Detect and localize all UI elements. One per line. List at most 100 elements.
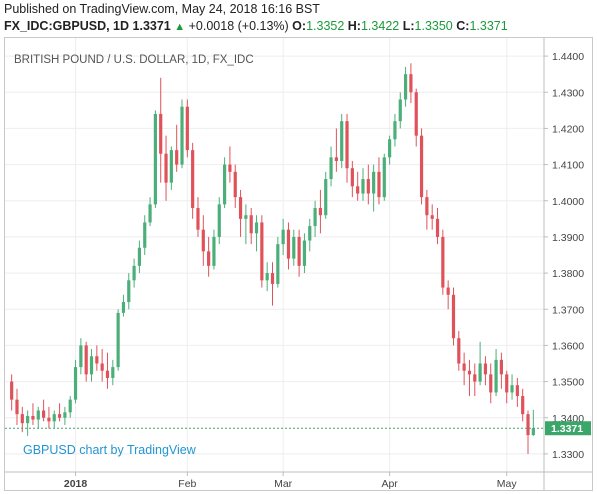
candle (388, 135, 392, 165)
watermark: GBPUSD chart by TradingView (23, 443, 197, 457)
time-axis[interactable]: 2018 Feb Mar Apr May (64, 472, 518, 490)
candle (26, 410, 30, 436)
candle-body (324, 179, 328, 216)
candle-body (489, 374, 493, 393)
candle (515, 377, 519, 407)
candle-body (217, 204, 221, 237)
y-tick-label: 1.3700 (552, 304, 584, 316)
candle-body (116, 312, 120, 368)
candle-body (435, 218, 440, 237)
candle (313, 200, 317, 237)
candle-body (73, 367, 78, 400)
candle (105, 352, 110, 389)
candle-body (121, 302, 126, 313)
candle-body (201, 229, 205, 252)
candle-body (169, 150, 173, 183)
candle-body (153, 113, 157, 205)
candle-body (244, 215, 248, 219)
candle-body (372, 171, 376, 194)
candle-body (84, 345, 88, 375)
price-chart[interactable]: 1.4400 1.4300 1.4200 1.4100 1.4000 1.3900 1.38… (5, 38, 592, 490)
candle (265, 262, 269, 292)
candle (441, 229, 445, 295)
candle (191, 142, 195, 219)
candle (419, 128, 424, 205)
candle-body (26, 415, 30, 424)
candle (10, 374, 14, 411)
candle (175, 124, 179, 172)
y-tick-label: 1.3600 (552, 340, 584, 352)
candle-body (334, 157, 338, 161)
candle (127, 273, 131, 310)
candle-body (63, 412, 67, 418)
y-tick-label: 1.4000 (552, 196, 584, 208)
candle (249, 207, 253, 245)
candle-body (89, 356, 94, 375)
candle-body (31, 415, 35, 420)
candle (121, 294, 126, 317)
candle-body (238, 197, 243, 219)
candle-body (137, 247, 142, 266)
open-value: 1.3352 (306, 19, 345, 33)
candle-body (388, 139, 392, 158)
candle (47, 406, 51, 429)
candle-body (292, 236, 296, 259)
candle (201, 215, 205, 266)
candle (270, 262, 275, 306)
candle (148, 197, 152, 227)
y-tick-label: 1.3300 (552, 449, 584, 461)
candle (398, 92, 402, 129)
candle (15, 388, 19, 425)
candle (340, 113, 344, 169)
candle-body (233, 171, 237, 198)
candle (79, 338, 83, 375)
candle-body (164, 153, 168, 183)
candle-body (20, 414, 24, 424)
candle-body (340, 121, 344, 161)
y-tick-label: 1.3800 (552, 268, 584, 280)
candle-body (446, 287, 450, 295)
candle (521, 388, 525, 422)
candle (116, 309, 120, 371)
candle (217, 197, 221, 245)
candle-body (457, 338, 461, 364)
candle-body (95, 356, 99, 364)
candle-body (419, 135, 424, 198)
candle (244, 204, 248, 245)
x-tick-label: Feb (178, 478, 196, 490)
candle (414, 88, 418, 147)
candle (196, 197, 200, 237)
candle-body (382, 157, 386, 198)
candle-body (345, 121, 349, 169)
candle (297, 229, 301, 277)
candle (483, 356, 488, 386)
candle (366, 164, 370, 205)
candle-body (499, 359, 503, 375)
candle-body (276, 244, 280, 284)
candle (233, 164, 237, 208)
candle (446, 280, 450, 310)
candle-body (68, 399, 72, 413)
candle-body (47, 417, 51, 422)
price-axis[interactable]: 1.4400 1.4300 1.4200 1.4100 1.4000 1.3900 1.38… (544, 51, 584, 461)
candle (63, 406, 67, 425)
high-label: H: (347, 19, 361, 33)
candle-body (462, 363, 466, 371)
candles (10, 63, 535, 454)
candle (435, 207, 440, 245)
candle-body (318, 207, 323, 216)
candle (467, 359, 472, 397)
candle-body (494, 359, 498, 393)
last-price-tag (545, 421, 591, 436)
candle-body (127, 280, 131, 303)
close-value: 1.3371 (469, 19, 508, 33)
candle (505, 370, 509, 404)
candle (238, 189, 243, 237)
chart-panel: 1.4400 1.4300 1.4200 1.4100 1.4000 1.3900 1.38… (4, 37, 593, 491)
candle (68, 396, 72, 418)
candle-body (286, 229, 291, 259)
candle-body (180, 106, 184, 165)
candle-body (361, 179, 365, 194)
candle-body (377, 171, 381, 198)
candle-body (207, 251, 211, 266)
